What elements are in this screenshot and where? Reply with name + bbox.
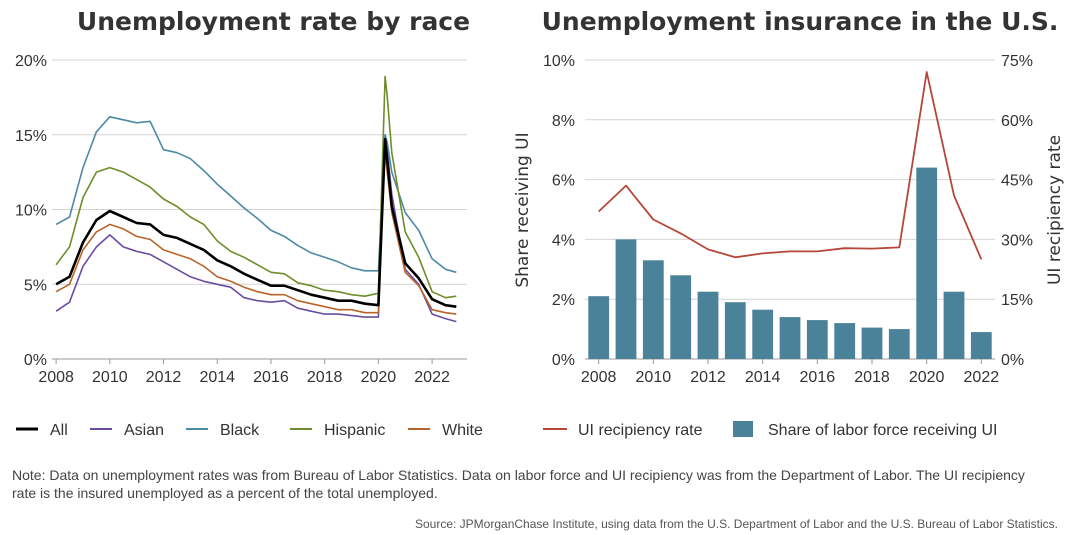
- right-y-tick-label: 4%: [552, 232, 575, 249]
- left-x-tick-label: 2014: [199, 369, 235, 386]
- series-line-ui-recipiency-rate: [598, 71, 983, 260]
- left-x-tick-label: 2018: [307, 369, 343, 386]
- right-y2-tick-label: 45%: [1001, 173, 1033, 190]
- bar-2013: [724, 302, 746, 359]
- right-y-axis-title: Share receiving UI: [513, 132, 533, 287]
- right-x-tick-label: 2014: [745, 369, 781, 386]
- bar-2018: [861, 327, 883, 359]
- bar-2015: [779, 317, 801, 359]
- bar-2010: [642, 260, 664, 359]
- bar-2008: [588, 296, 610, 359]
- bar-2021: [943, 291, 965, 359]
- right-x-tick-label: 2010: [636, 369, 672, 386]
- bar-2017: [834, 323, 856, 359]
- left-y-tick-label: 15%: [15, 128, 47, 145]
- left-y-tick-label: 20%: [15, 53, 47, 70]
- legend-label-black: Black: [220, 422, 260, 439]
- legend-label-asian: Asian: [124, 422, 164, 439]
- right-y2-tick-label: 60%: [1001, 113, 1033, 130]
- legend-swatch-share-receiving-ui: [733, 421, 753, 437]
- right-x-tick-label: 2008: [581, 369, 617, 386]
- right-y2-tick-label: 0%: [1001, 352, 1024, 369]
- bar-2022: [970, 332, 992, 359]
- legend-label-white: White: [442, 422, 483, 439]
- left-y-tick-label: 10%: [15, 203, 47, 220]
- right-y-tick-label: 0%: [552, 352, 575, 369]
- series-line-hispanic: [55, 75, 457, 299]
- right-x-tick-label: 2016: [800, 369, 836, 386]
- right-y-tick-label: 6%: [552, 173, 575, 190]
- right-x-tick-label: 2018: [854, 369, 890, 386]
- bar-2012: [697, 291, 719, 359]
- left-y-tick-label: 5%: [24, 277, 47, 294]
- left-x-tick-label: 2022: [414, 369, 450, 386]
- left-x-tick-label: 2008: [38, 369, 74, 386]
- left-chart-title: Unemployment rate by race: [77, 7, 470, 36]
- legend-label-hispanic: Hispanic: [324, 422, 385, 439]
- left-x-tick-label: 2016: [253, 369, 289, 386]
- right-y-tick-label: 10%: [543, 53, 575, 70]
- left-x-tick-label: 2012: [146, 369, 182, 386]
- right-x-tick-label: 2022: [964, 369, 1000, 386]
- bar-2011: [670, 275, 692, 359]
- legend-label-share-receiving-ui: Share of labor force receiving UI: [768, 422, 997, 439]
- right-chart-title: Unemployment insurance in the U.S.: [542, 7, 1059, 36]
- right-y2-tick-label: 30%: [1001, 232, 1033, 249]
- bar-2014: [752, 309, 774, 359]
- right-y2-tick-label: 15%: [1001, 292, 1033, 309]
- left-x-tick-label: 2020: [361, 369, 397, 386]
- series-line-all: [55, 137, 457, 308]
- right-y-tick-label: 2%: [552, 292, 575, 309]
- right-y-tick-label: 8%: [552, 113, 575, 130]
- right-x-tick-label: 2020: [909, 369, 945, 386]
- source-text: Source: JPMorganChase Institute, using d…: [414, 517, 1058, 531]
- bar-2009: [615, 239, 637, 359]
- bar-2020: [916, 167, 938, 359]
- note-text: Note: Data on unemployment rates was fro…: [12, 467, 1025, 501]
- right-y2-axis-title: UI recipiency rate: [1045, 135, 1065, 285]
- left-x-tick-label: 2010: [92, 369, 128, 386]
- bar-2016: [806, 320, 828, 359]
- series-line-black: [55, 116, 457, 274]
- right-x-tick-label: 2012: [690, 369, 726, 386]
- legend-label-ui-recipiency-rate: UI recipiency rate: [578, 422, 703, 439]
- right-y2-tick-label: 75%: [1001, 53, 1033, 70]
- bar-2019: [888, 329, 910, 359]
- legend-label-all: All: [50, 422, 68, 439]
- left-y-tick-label: 0%: [24, 352, 47, 369]
